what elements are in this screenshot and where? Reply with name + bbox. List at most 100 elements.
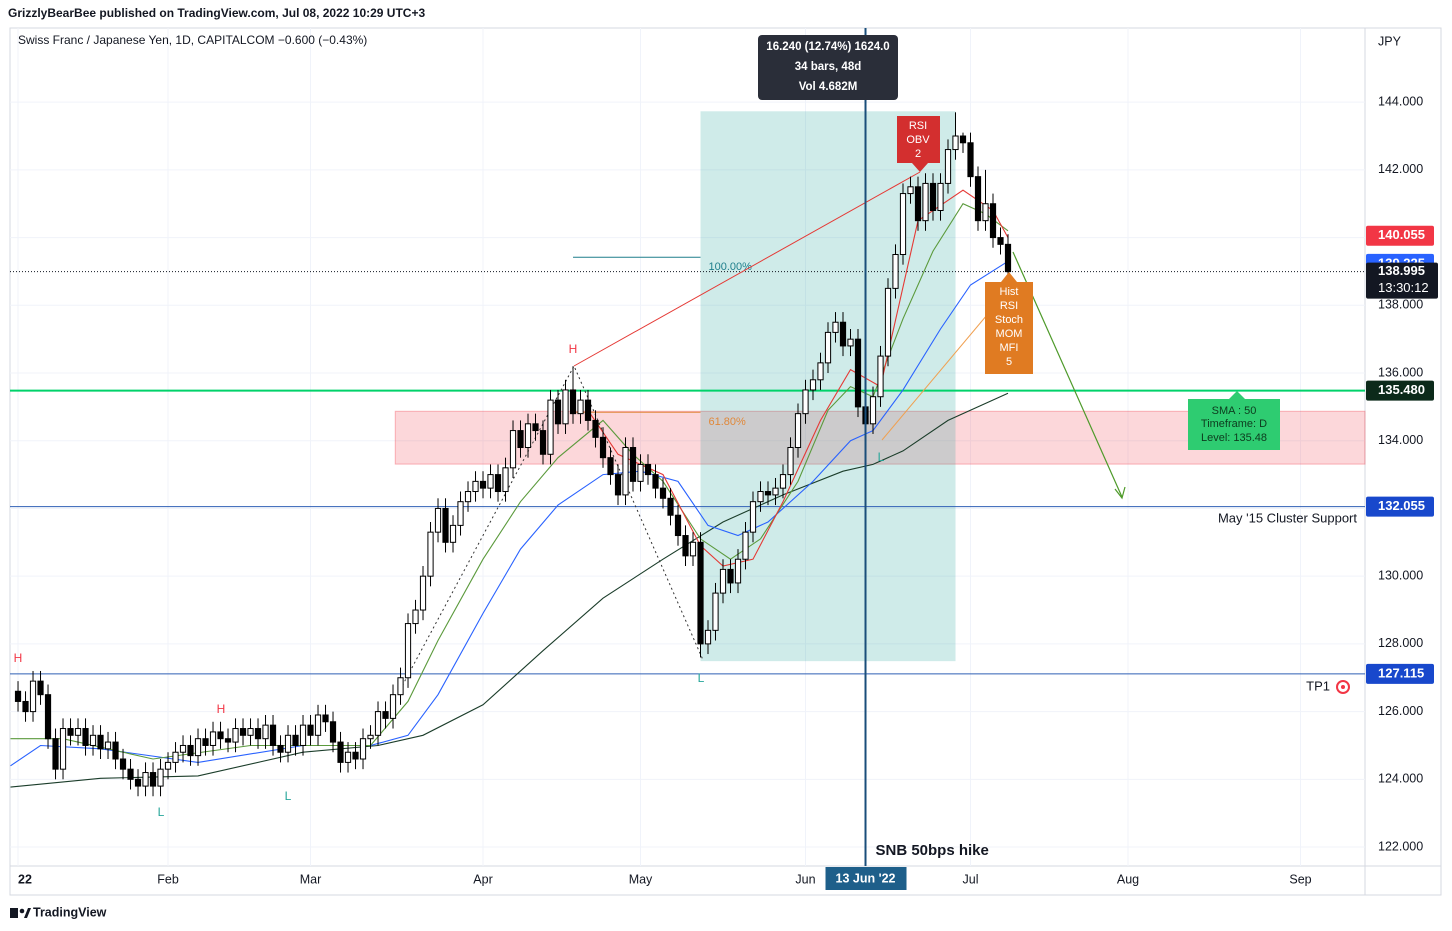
callout-text: SMA : 50 (1212, 405, 1257, 417)
level-label: 127.115 (1378, 665, 1424, 680)
moving-average (587, 189, 1009, 567)
price-label-box (1366, 225, 1434, 246)
candle-body (419, 575, 427, 611)
header: GrizzlyBearBee published on TradingView.… (8, 6, 425, 20)
candle-body (554, 399, 562, 425)
candle-body (464, 491, 472, 503)
candle-body (344, 751, 352, 763)
candle-body (944, 149, 952, 184)
candle-body (832, 321, 839, 333)
candle-body (449, 524, 457, 543)
candle-body (442, 507, 449, 543)
candle-body (67, 728, 74, 736)
candle-body (284, 734, 292, 753)
y-tick-label: 142.000 (1378, 162, 1423, 176)
candle-body (809, 379, 817, 391)
tooltip-text: Vol 4.682M (799, 81, 858, 93)
level-label-box (1366, 496, 1434, 517)
candle-body (779, 474, 787, 489)
candle-body (209, 731, 217, 746)
pivot-label: L (158, 805, 165, 819)
candle-body (194, 738, 202, 757)
candle-body (922, 182, 929, 222)
candle-body (884, 287, 892, 357)
callout-text: RSI (909, 120, 927, 132)
candle-body (982, 203, 989, 222)
measure-tooltip (758, 35, 898, 100)
candle-body (74, 728, 82, 736)
candle-body (247, 728, 254, 736)
zigzag (399, 364, 704, 691)
pivot-label: H (569, 342, 578, 356)
y-tick-label: 122.000 (1378, 839, 1423, 853)
target-icon (1336, 680, 1350, 694)
callout-text: Timeframe: D (1201, 418, 1267, 430)
candle-body (517, 430, 524, 449)
candle-body (974, 176, 982, 222)
candle-body (749, 501, 757, 533)
callout-text: Stoch (995, 314, 1023, 326)
event-note: SNB 50bps hike (876, 842, 989, 859)
y-tick-label: 134.000 (1378, 433, 1423, 447)
candle-body (374, 711, 382, 736)
y-tick-label: 124.000 (1378, 772, 1423, 786)
candle-body (839, 321, 847, 347)
candle-body (1004, 243, 1012, 273)
candle-body (352, 751, 359, 760)
x-tick-label: Sep (1289, 872, 1311, 886)
candle-body (112, 741, 119, 760)
candle-body (607, 457, 614, 476)
x-tick-label: 22 (18, 872, 32, 886)
pivot-label: L (285, 789, 292, 803)
level-label-box (1366, 380, 1434, 401)
pivot-label: H (14, 651, 23, 665)
candle-body (479, 480, 487, 489)
candle-body (502, 467, 509, 493)
candle-body (599, 436, 607, 459)
y-axis-label: JPY (1378, 34, 1402, 48)
candle-body (682, 535, 689, 557)
candle-body (772, 487, 779, 496)
level-label: 132.055 (1378, 498, 1425, 513)
callout-text: RSI (1000, 300, 1018, 312)
candle-body (997, 237, 1004, 245)
candle-body (659, 487, 667, 499)
candle-body (652, 474, 659, 489)
y-tick-label: 138.000 (1378, 298, 1423, 312)
candle-body (622, 447, 629, 496)
axis-layer: 122.000 124.000 126.000 128.000 130.000 132.0… (18, 94, 1438, 890)
price-label: 140.055 (1378, 227, 1425, 242)
candle-body (509, 430, 517, 469)
x-tick-label: Feb (157, 872, 179, 886)
y-tick-label: 128.000 (1378, 636, 1423, 650)
level-label-box (1366, 663, 1434, 684)
candle-body (157, 768, 164, 787)
candle-body (584, 399, 592, 421)
candle-body (314, 714, 322, 736)
pivot-label: L (698, 671, 705, 685)
candle-body (59, 728, 67, 770)
fib-label: 61.80% (709, 416, 747, 428)
x-tick-label: Apr (473, 872, 492, 886)
candle-body (187, 744, 194, 757)
chart-title: Swiss Franc / Japanese Yen, 1D, CAPITALC… (18, 33, 367, 47)
candle-body (22, 700, 29, 713)
candle-body (877, 355, 884, 398)
y-tick-label: 136.000 (1378, 365, 1423, 379)
candle-body (329, 721, 337, 743)
candle-body (667, 497, 674, 516)
measure-range (700, 111, 956, 662)
candle-body (277, 744, 284, 753)
callout-red (897, 116, 940, 172)
x-tick-label: May (629, 872, 653, 886)
pivot-label: L (878, 450, 885, 464)
candle-body (44, 694, 52, 740)
frame (9, 27, 1442, 896)
candle-body (224, 738, 232, 743)
candle-body (629, 447, 637, 482)
arrow-head (1114, 486, 1126, 500)
candle-body (562, 389, 569, 425)
callout-text: MOM (996, 328, 1023, 340)
callout-green (1188, 391, 1280, 450)
